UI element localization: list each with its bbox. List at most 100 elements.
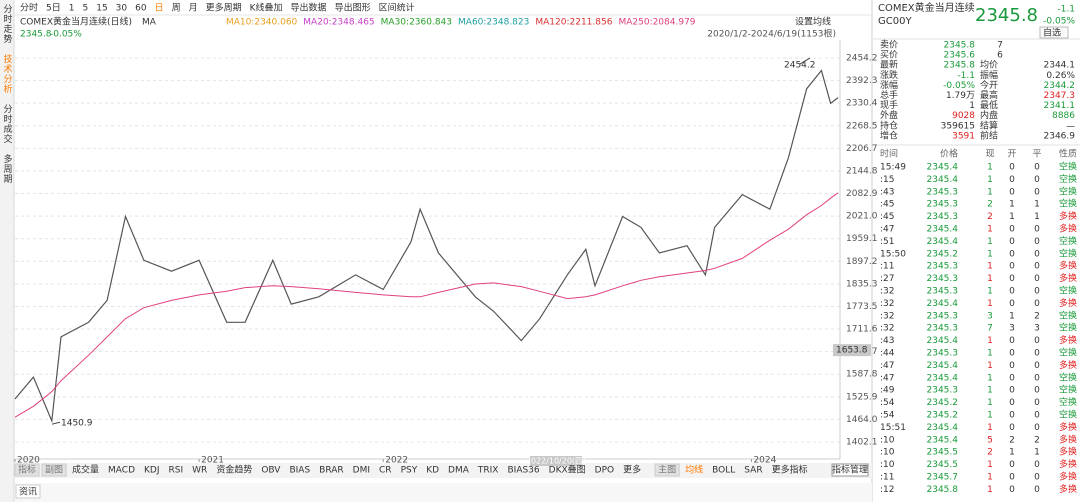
price-change: -1.1 (1057, 5, 1075, 15)
trade-cell: :45 (880, 212, 894, 222)
trade-cell: :51 (880, 237, 894, 247)
chart-title: COMEX黄金当月连续(日线) (20, 16, 132, 28)
trade-cell: 1 (987, 349, 993, 359)
ma-settings[interactable]: 设置均线 (795, 16, 831, 28)
indicator-tab[interactable]: KDJ (144, 466, 160, 476)
trade-cell: 1 (1034, 448, 1040, 458)
trade-cell: 多换 (1059, 223, 1077, 235)
date-range: 2020/1/2-2024/6/19(1153根) (707, 28, 836, 40)
indicator-tab[interactable]: 主图 (658, 464, 676, 476)
indicator-tab[interactable]: TRIX (477, 466, 499, 476)
trade-cell: 多换 (1059, 272, 1077, 284)
sidebar-tab[interactable]: 分时走势 (2, 4, 13, 44)
trades-header: 现 (985, 149, 994, 160)
toolbar-item[interactable]: 5日 (46, 3, 61, 14)
indicator-tab[interactable]: DPO (595, 466, 614, 476)
quote-value: 2345.6 (944, 51, 976, 61)
indicator-tab[interactable]: BIAS (289, 466, 310, 476)
trade-cell: 空换 (1059, 409, 1077, 421)
trade-cell: 多换 (1059, 471, 1077, 483)
indicator-tab[interactable]: KD (426, 466, 439, 476)
indicator-tab[interactable]: 更多指标 (772, 464, 808, 476)
sidebar-tab[interactable]: 分时成交 (2, 104, 13, 144)
indicator-tab[interactable]: 均线 (685, 464, 703, 476)
trade-cell: 0 (1034, 423, 1040, 433)
trade-cell: 0 (1034, 175, 1040, 185)
indicator-tab[interactable]: BOLL (712, 466, 735, 476)
indicator-tab[interactable]: DMI (353, 466, 370, 476)
indicator-tab[interactable]: OBV (261, 466, 281, 476)
legend-ma: MA (142, 18, 157, 28)
y-tick-label: 2144.8 (846, 166, 878, 176)
trade-cell: :54 (880, 411, 895, 421)
quote-value: 2345.8 (944, 41, 976, 51)
trade-cell: :44 (880, 349, 895, 359)
toolbar-item[interactable]: 导出数据 (291, 2, 327, 14)
indicator-tab[interactable]: 指标 (18, 464, 36, 476)
quote-label: 增仓 (880, 129, 898, 141)
toolbar-item[interactable]: K线叠加 (250, 2, 283, 14)
trade-cell: 1 (987, 274, 993, 284)
toolbar-item[interactable]: 60 (135, 4, 147, 14)
trade-cell: 2345.7 (927, 473, 959, 483)
indicator-tab[interactable]: DMA (448, 466, 470, 476)
indicator-manage[interactable]: 指标管理 (832, 464, 868, 476)
toolbar-item[interactable]: 1 (69, 4, 75, 14)
toolbar-item[interactable]: 5 (82, 4, 88, 14)
trade-cell: 2 (1009, 435, 1015, 445)
indicator-tab[interactable]: BRAR (319, 466, 343, 476)
trade-cell: 1 (987, 485, 993, 495)
indicator-tab[interactable]: 更多 (623, 464, 641, 476)
indicator-tab[interactable]: MACD (108, 466, 135, 476)
trade-cell: 多换 (1059, 433, 1077, 445)
trade-cell: 2345.2 (927, 398, 959, 408)
trade-cell: 1 (987, 175, 993, 185)
toolbar-item[interactable]: 日 (155, 3, 164, 14)
y-tick-label: 1525.9 (846, 392, 878, 402)
quote-label: 涨跌 (880, 70, 898, 81)
trade-cell: :54 (880, 398, 895, 408)
trade-cell: 0 (1009, 485, 1015, 495)
indicator-tab[interactable]: 成交量 (72, 464, 99, 476)
trade-cell: 空换 (1059, 371, 1077, 383)
toolbar-item[interactable]: 更多周期 (206, 2, 242, 14)
trade-cell: 2345.5 (927, 448, 959, 458)
toolbar-item[interactable]: 分时 (20, 2, 38, 14)
quote-value: 1.79万 (946, 91, 975, 101)
sidebar-tab[interactable]: 多周期 (2, 153, 13, 184)
trade-cell: 空换 (1059, 384, 1077, 396)
toolbar-item[interactable]: 周 (172, 3, 181, 14)
y-tick-label: 1402.1 (846, 438, 878, 448)
trade-cell: 空换 (1059, 396, 1077, 408)
news-tab[interactable]: 资讯 (19, 487, 37, 498)
indicator-tab[interactable]: WR (192, 466, 207, 476)
indicator-tab[interactable]: BIAS36 (507, 466, 539, 476)
trade-cell: 1 (987, 237, 993, 247)
trade-cell: 0 (1034, 237, 1040, 247)
watchlist-button[interactable]: 自选 (1043, 27, 1061, 39)
indicator-tab[interactable]: 资金趋势 (216, 464, 252, 476)
indicator-tab[interactable]: RSI (169, 466, 184, 476)
trade-cell: 1 (987, 398, 993, 408)
trade-cell: 15:49 (880, 163, 906, 173)
indicator-tab[interactable]: CR (379, 466, 392, 476)
toolbar-item[interactable]: 导出图形 (335, 2, 371, 14)
indicator-tab[interactable]: SAR (744, 466, 762, 476)
indicator-tab[interactable]: DKX叠图 (549, 465, 586, 476)
trade-cell: 空换 (1059, 198, 1077, 210)
indicator-tab[interactable]: PSY (401, 466, 418, 476)
trade-cell: 3 (1009, 324, 1015, 334)
toolbar-item[interactable]: 区间统计 (379, 2, 415, 14)
trade-cell: 多换 (1059, 260, 1077, 272)
sidebar-tab[interactable]: 技术分析 (2, 53, 13, 94)
trade-cell: 2 (987, 212, 993, 222)
trade-cell: 0 (1009, 411, 1015, 421)
quote-label: 内盘 (980, 109, 998, 121)
indicator-tab[interactable]: 副图 (45, 465, 63, 476)
trade-cell: 0 (1034, 287, 1040, 297)
toolbar-item[interactable]: 月 (189, 3, 198, 14)
trade-cell: 空换 (1059, 185, 1077, 197)
toolbar-item[interactable]: 30 (116, 4, 128, 14)
toolbar-item[interactable]: 15 (96, 4, 107, 14)
